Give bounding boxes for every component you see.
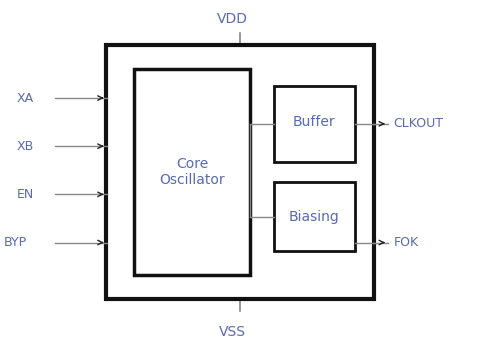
Text: FOK: FOK [394, 236, 419, 249]
Bar [274, 182, 355, 251]
Text: XA: XA [16, 92, 34, 105]
Text: BYP: BYP [3, 236, 26, 249]
Bar [106, 45, 374, 299]
Text: VSS: VSS [219, 325, 246, 339]
Bar [274, 86, 355, 162]
Text: VDD: VDD [217, 12, 248, 26]
Text: Core
Oscillator: Core Oscillator [159, 157, 225, 187]
Text: Buffer: Buffer [293, 115, 336, 129]
Text: XB: XB [16, 140, 34, 153]
Text: CLKOUT: CLKOUT [394, 117, 444, 130]
Bar [134, 69, 250, 275]
Text: EN: EN [16, 188, 34, 201]
Text: Biasing: Biasing [289, 210, 340, 224]
